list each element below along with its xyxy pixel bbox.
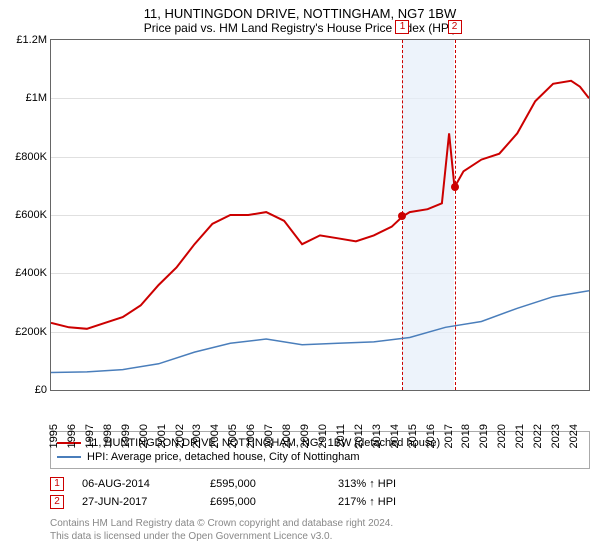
sale-note-date: 06-AUG-2014 [82, 478, 192, 490]
x-axis-tick-label: 2003 [189, 424, 203, 448]
chart-plot-area: £0£200K£400K£600K£800K£1M£1.2M1995199619… [50, 39, 590, 391]
x-axis-tick-label: 2016 [423, 424, 437, 448]
y-axis-tick-label: £600K [15, 209, 51, 221]
x-axis-tick-label: 2000 [136, 424, 150, 448]
sale-point-dot [451, 183, 459, 191]
x-axis-tick-label: 2002 [172, 424, 186, 448]
y-axis-tick-label: £1.2M [16, 34, 51, 46]
x-axis-tick-label: 2004 [207, 424, 221, 448]
x-axis-tick-label: 2019 [476, 424, 490, 448]
sale-note-row: 2 27-JUN-2017 £695,000 217% ↑ HPI [50, 493, 590, 511]
event-marker: 1 [395, 20, 409, 34]
y-axis-tick-label: £1M [26, 92, 51, 104]
x-axis-tick-label: 2013 [369, 424, 383, 448]
x-axis-tick-label: 2022 [530, 424, 544, 448]
sale-point-dot [398, 212, 406, 220]
legend-label: HPI: Average price, detached house, City… [87, 451, 360, 463]
footer-line-1: Contains HM Land Registry data © Crown c… [50, 517, 590, 530]
sale-note-price: £595,000 [210, 478, 320, 490]
event-marker: 2 [448, 20, 462, 34]
series-hpi [51, 291, 589, 373]
sale-note-price: £695,000 [210, 496, 320, 508]
sale-note-marker: 1 [50, 477, 64, 491]
sale-note-delta: 313% ↑ HPI [338, 478, 396, 490]
y-axis-tick-label: £0 [35, 384, 51, 396]
sale-note-marker: 2 [50, 495, 64, 509]
sale-notes: 1 06-AUG-2014 £595,000 313% ↑ HPI 2 27-JUN-20… [50, 475, 590, 511]
x-axis-tick-label: 1995 [46, 424, 60, 448]
y-axis-tick-label: £800K [15, 151, 51, 163]
legend-item: HPI: Average price, detached house, City… [57, 450, 583, 464]
x-axis-tick-label: 2020 [494, 424, 508, 448]
series-price_paid [51, 81, 589, 329]
x-axis-tick-label: 2023 [548, 424, 562, 448]
x-axis-tick-label: 1997 [82, 424, 96, 448]
x-axis-tick-label: 1996 [64, 424, 78, 448]
x-axis-tick-label: 1999 [118, 424, 132, 448]
chart-title: 11, HUNTINGDON DRIVE, NOTTINGHAM, NG7 1B… [0, 0, 600, 21]
x-axis-tick-label: 2021 [512, 424, 526, 448]
x-axis-tick-label: 2014 [387, 424, 401, 448]
x-axis-tick-label: 2009 [297, 424, 311, 448]
x-axis-tick-label: 2010 [315, 424, 329, 448]
x-axis-tick-label: 2007 [261, 424, 275, 448]
x-axis-tick-label: 1998 [100, 424, 114, 448]
x-axis-tick-label: 2006 [243, 424, 257, 448]
x-axis-tick-label: 2001 [154, 424, 168, 448]
x-axis-tick-label: 2011 [333, 424, 347, 448]
y-axis-tick-label: £200K [15, 326, 51, 338]
sale-note-date: 27-JUN-2017 [82, 496, 192, 508]
footer-attribution: Contains HM Land Registry data © Crown c… [50, 517, 590, 543]
x-axis-tick-label: 2012 [351, 424, 365, 448]
sale-note-delta: 217% ↑ HPI [338, 496, 396, 508]
sale-note-row: 1 06-AUG-2014 £595,000 313% ↑ HPI [50, 475, 590, 493]
y-axis-tick-label: £400K [15, 267, 51, 279]
x-axis-tick-label: 2005 [225, 424, 239, 448]
x-axis-tick-label: 2017 [441, 424, 455, 448]
legend-swatch [57, 456, 81, 458]
footer-line-2: This data is licensed under the Open Gov… [50, 530, 590, 543]
x-axis-tick-label: 2018 [458, 424, 472, 448]
x-axis-tick-label: 2015 [405, 424, 419, 448]
x-axis-tick-label: 2024 [566, 424, 580, 448]
x-axis-tick-label: 2008 [279, 424, 293, 448]
chart-lines [51, 40, 589, 390]
chart-subtitle: Price paid vs. HM Land Registry's House … [0, 21, 600, 39]
